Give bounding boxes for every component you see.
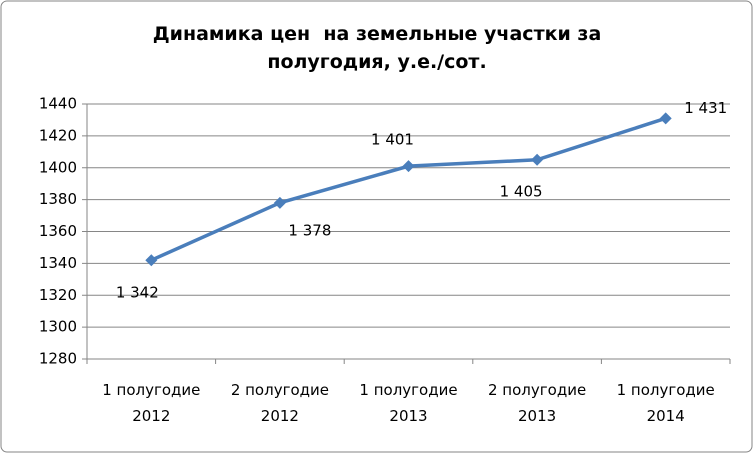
y-tick-label: 1380 [39, 190, 77, 208]
x-tick-label: 1 полугодие 2013 [359, 381, 457, 425]
chart-title: Динамика цен на земельные участки за пол… [152, 23, 608, 73]
data-label: 1 342 [116, 284, 159, 302]
x-tick-label: 2 полугодие 2012 [231, 381, 329, 425]
data-label: 1 405 [500, 182, 543, 200]
y-tick-label: 1360 [39, 222, 77, 240]
data-label: 1 378 [288, 221, 331, 239]
x-tick-label: 1 полугодие 2012 [102, 381, 200, 425]
data-label: 1 401 [371, 131, 414, 149]
y-tick-label: 1440 [39, 95, 77, 113]
x-tick-label: 2 полугодие 2013 [488, 381, 586, 425]
y-tick-label: 1300 [39, 318, 77, 336]
marker [531, 153, 544, 166]
y-tick-label: 1320 [39, 286, 77, 304]
marker [273, 196, 286, 209]
marker [659, 112, 672, 125]
y-tick-label: 1400 [39, 158, 77, 176]
x-tick-label: 1 полугодие 2014 [617, 381, 715, 425]
marker [145, 254, 158, 267]
marker [402, 160, 415, 173]
data-label: 1 431 [684, 99, 727, 117]
y-tick-label: 1340 [39, 254, 77, 272]
y-tick-label: 1420 [39, 126, 77, 144]
y-tick-label: 1280 [39, 350, 77, 368]
